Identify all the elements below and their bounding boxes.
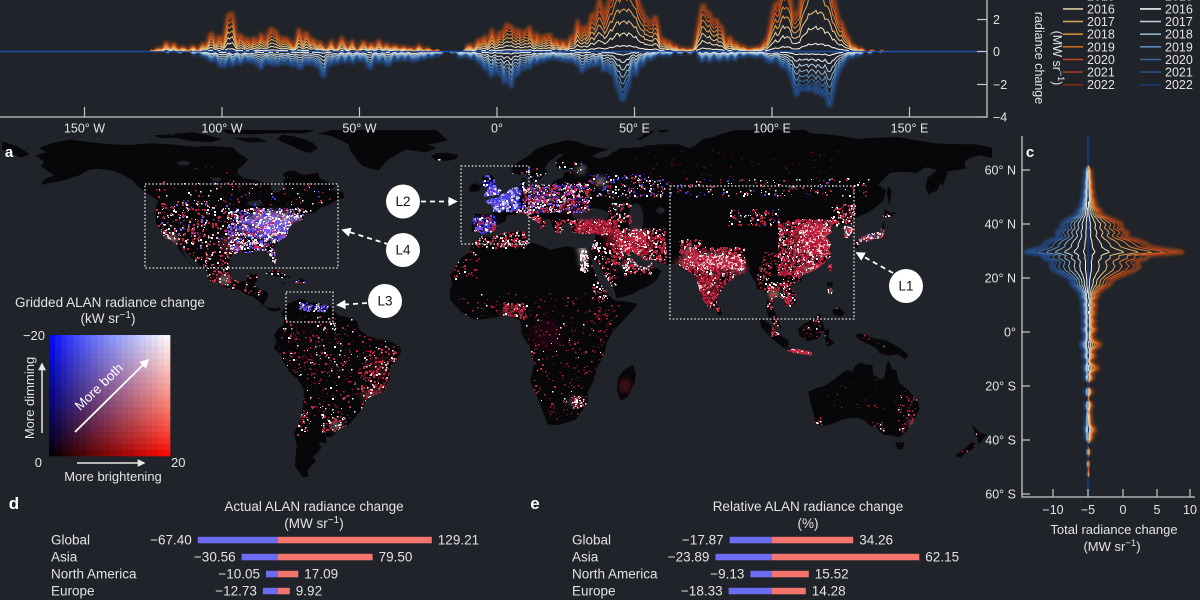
svg-text:L3: L3 xyxy=(377,294,392,309)
svg-text:2021: 2021 xyxy=(1087,66,1115,80)
svg-text:Actual ALAN radiance change: Actual ALAN radiance change xyxy=(224,499,403,514)
svg-text:Global: Global xyxy=(572,533,611,548)
svg-text:50° W: 50° W xyxy=(342,122,376,136)
svg-text:2021: 2021 xyxy=(1165,66,1193,80)
svg-text:−23.89: −23.89 xyxy=(668,550,710,565)
svg-text:2020: 2020 xyxy=(1087,53,1115,67)
svg-text:−67.40: −67.40 xyxy=(150,533,192,548)
svg-text:More dimming: More dimming xyxy=(22,357,37,439)
svg-text:2016: 2016 xyxy=(1087,2,1115,16)
svg-text:9.92: 9.92 xyxy=(296,584,322,599)
svg-text:−30.56: −30.56 xyxy=(194,550,236,565)
svg-text:20° N: 20° N xyxy=(985,272,1016,286)
svg-text:0°: 0° xyxy=(491,122,503,136)
svg-text:62.15: 62.15 xyxy=(925,550,959,565)
svg-text:−10.05: −10.05 xyxy=(218,567,260,582)
svg-text:20: 20 xyxy=(171,455,185,470)
svg-text:40° N: 40° N xyxy=(985,218,1016,232)
svg-text:radiance change: radiance change xyxy=(1032,12,1046,104)
svg-text:2019: 2019 xyxy=(1165,40,1193,54)
svg-text:60° S: 60° S xyxy=(985,488,1016,502)
svg-text:Europe: Europe xyxy=(572,584,616,599)
svg-text:Global: Global xyxy=(51,533,90,548)
svg-text:−17.87: −17.87 xyxy=(682,533,724,548)
svg-text:L2: L2 xyxy=(395,194,410,209)
svg-text:2020: 2020 xyxy=(1165,53,1193,67)
svg-text:North America: North America xyxy=(51,567,137,582)
svg-text:129.21: 129.21 xyxy=(438,533,479,548)
svg-text:2016: 2016 xyxy=(1165,2,1193,16)
svg-text:50° E: 50° E xyxy=(619,122,650,136)
svg-text:e: e xyxy=(530,494,539,513)
svg-text:North America: North America xyxy=(572,567,658,582)
svg-text:60° N: 60° N xyxy=(985,164,1016,178)
svg-text:2017: 2017 xyxy=(1165,15,1193,29)
svg-text:(%): (%) xyxy=(798,516,819,531)
svg-text:2: 2 xyxy=(993,13,1000,27)
svg-text:10: 10 xyxy=(1183,503,1197,517)
svg-text:2015: 2015 xyxy=(1087,0,1115,4)
svg-text:−12.73: −12.73 xyxy=(215,584,257,599)
svg-text:−9.13: −9.13 xyxy=(710,567,744,582)
svg-text:Asia: Asia xyxy=(572,550,599,565)
svg-text:L4: L4 xyxy=(395,243,411,258)
svg-text:2015: 2015 xyxy=(1165,0,1193,4)
svg-text:2022: 2022 xyxy=(1087,78,1115,92)
svg-text:Total radiance change: Total radiance change xyxy=(1050,522,1177,537)
svg-text:−20: −20 xyxy=(23,328,45,343)
svg-text:15.52: 15.52 xyxy=(815,567,849,582)
svg-text:150° E: 150° E xyxy=(891,122,929,136)
svg-text:2019: 2019 xyxy=(1087,40,1115,54)
svg-text:Europe: Europe xyxy=(51,584,95,599)
svg-text:Relative ALAN radiance change: Relative ALAN radiance change xyxy=(713,499,904,514)
svg-text:−4: −4 xyxy=(993,111,1007,125)
svg-text:Gridded ALAN radiance change: Gridded ALAN radiance change xyxy=(15,295,205,310)
svg-text:2018: 2018 xyxy=(1087,28,1115,42)
svg-text:17.09: 17.09 xyxy=(304,567,338,582)
svg-text:2018: 2018 xyxy=(1165,28,1193,42)
svg-text:0: 0 xyxy=(993,45,1000,59)
svg-text:−10: −10 xyxy=(1042,503,1063,517)
svg-text:79.50: 79.50 xyxy=(379,550,413,565)
svg-text:a: a xyxy=(5,144,14,161)
svg-text:More brightening: More brightening xyxy=(64,469,162,484)
svg-text:5: 5 xyxy=(1154,503,1161,517)
svg-text:Asia: Asia xyxy=(51,550,78,565)
svg-text:14.28: 14.28 xyxy=(812,584,846,599)
svg-text:2022: 2022 xyxy=(1165,78,1193,92)
svg-text:0: 0 xyxy=(1120,503,1127,517)
svg-text:−2: −2 xyxy=(993,78,1007,92)
svg-text:−5: −5 xyxy=(1081,503,1095,517)
svg-text:150° W: 150° W xyxy=(64,122,105,136)
svg-text:2017: 2017 xyxy=(1087,15,1115,29)
svg-text:d: d xyxy=(9,494,19,513)
svg-text:0°: 0° xyxy=(1004,326,1016,340)
svg-text:100° E: 100° E xyxy=(753,122,791,136)
svg-text:100° W: 100° W xyxy=(201,122,242,136)
svg-text:−18.33: −18.33 xyxy=(681,584,723,599)
svg-text:20° S: 20° S xyxy=(985,380,1016,394)
svg-text:c: c xyxy=(1026,144,1034,161)
svg-text:L1: L1 xyxy=(898,279,913,294)
svg-text:40° S: 40° S xyxy=(985,434,1016,448)
svg-text:34.26: 34.26 xyxy=(859,533,893,548)
svg-text:0: 0 xyxy=(35,455,42,470)
